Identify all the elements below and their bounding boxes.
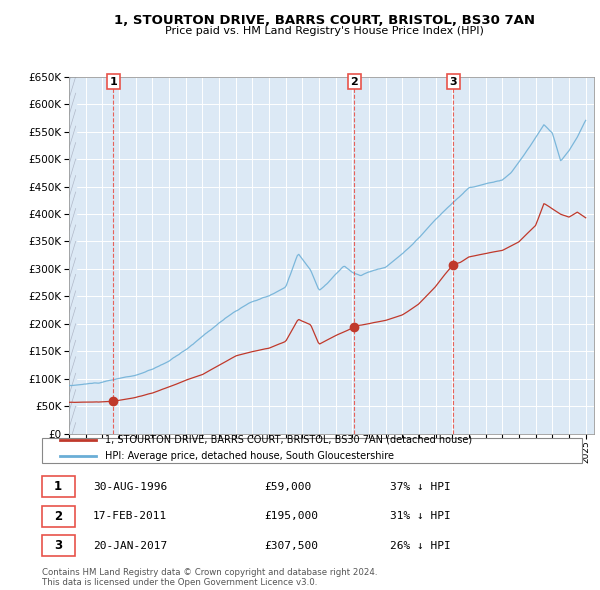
Text: £59,000: £59,000: [264, 482, 311, 491]
Text: Contains HM Land Registry data © Crown copyright and database right 2024.
This d: Contains HM Land Registry data © Crown c…: [42, 568, 377, 587]
Text: 3: 3: [54, 539, 62, 552]
Text: 3: 3: [449, 77, 457, 87]
Text: 30-AUG-1996: 30-AUG-1996: [93, 482, 167, 491]
Text: 1: 1: [109, 77, 117, 87]
Text: HPI: Average price, detached house, South Gloucestershire: HPI: Average price, detached house, Sout…: [105, 451, 394, 461]
Text: 1: 1: [54, 480, 62, 493]
Text: 2: 2: [54, 510, 62, 523]
Text: 37% ↓ HPI: 37% ↓ HPI: [390, 482, 451, 491]
Text: £307,500: £307,500: [264, 541, 318, 550]
Text: 1, STOURTON DRIVE, BARRS COURT, BRISTOL, BS30 7AN (detached house): 1, STOURTON DRIVE, BARRS COURT, BRISTOL,…: [105, 435, 472, 445]
Text: £195,000: £195,000: [264, 512, 318, 521]
Text: 1, STOURTON DRIVE, BARRS COURT, BRISTOL, BS30 7AN: 1, STOURTON DRIVE, BARRS COURT, BRISTOL,…: [113, 14, 535, 27]
Text: 31% ↓ HPI: 31% ↓ HPI: [390, 512, 451, 521]
Text: 17-FEB-2011: 17-FEB-2011: [93, 512, 167, 521]
Text: Price paid vs. HM Land Registry's House Price Index (HPI): Price paid vs. HM Land Registry's House …: [164, 26, 484, 35]
Text: 20-JAN-2017: 20-JAN-2017: [93, 541, 167, 550]
Text: 2: 2: [350, 77, 358, 87]
Text: 26% ↓ HPI: 26% ↓ HPI: [390, 541, 451, 550]
